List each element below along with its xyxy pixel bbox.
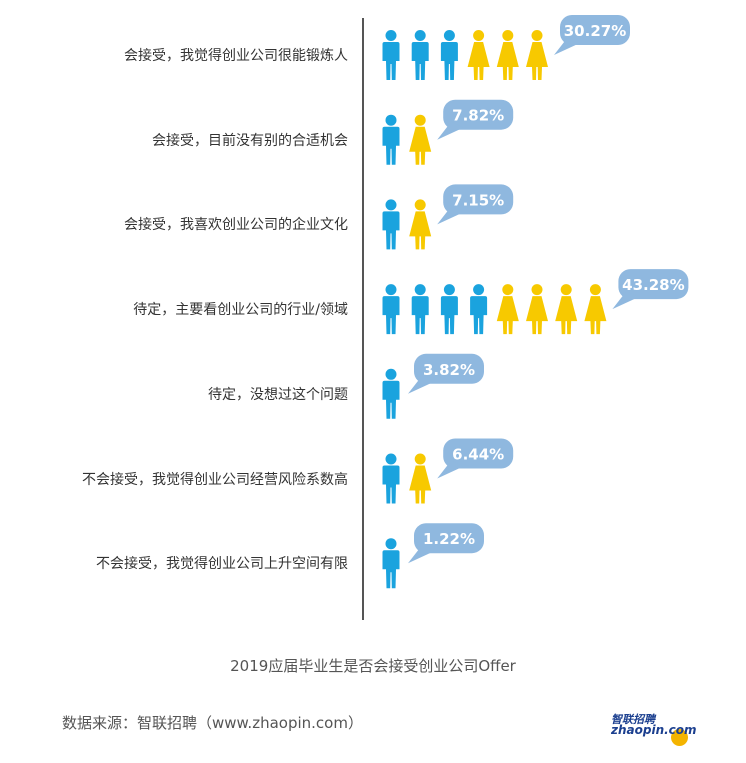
- value-bubble: 7.15%: [437, 184, 514, 225]
- value-bubble: 30.27%: [554, 15, 630, 55]
- male-person-icon: [382, 538, 400, 589]
- female-person-icon: [496, 284, 519, 335]
- value-label: 7.82%: [452, 107, 504, 125]
- value-label: 7.15%: [452, 191, 504, 209]
- value-bubble: 6.44%: [437, 438, 514, 479]
- bubble-body: [414, 353, 484, 384]
- male-person-icon: [382, 30, 400, 80]
- value-label: 3.82%: [423, 361, 475, 379]
- bubble-body: [414, 523, 484, 554]
- male-person-icon: [411, 30, 429, 80]
- pictograph-chart: 30.27% 7.82% 7.15% 43.28% 3.82% 6.44% 1.22%: [362, 15, 689, 620]
- male-person-icon: [382, 368, 400, 419]
- male-person-icon: [470, 284, 488, 335]
- female-person-icon: [409, 114, 432, 165]
- value-bubble: 7.82%: [437, 99, 514, 140]
- category-label: 会接受，目前没有别的合适机会: [152, 132, 348, 149]
- logo-brand: 智联招聘: [611, 713, 655, 726]
- category-label: 不会接受，我觉得创业公司上升空间有限: [96, 556, 348, 573]
- source-note: 数据来源：智联招聘（www.zhaopin.com）: [62, 714, 363, 732]
- bubble-body: [618, 269, 689, 300]
- chart-caption: 2019应届毕业生是否会接受创业公司Offer: [230, 657, 516, 675]
- female-person-icon: [496, 30, 519, 80]
- male-person-icon: [382, 284, 400, 335]
- category-label: 会接受，我喜欢创业公司的企业文化: [124, 217, 348, 234]
- male-person-icon: [440, 30, 458, 80]
- bubble-tail: [408, 545, 434, 564]
- bubble-tail: [437, 121, 464, 140]
- female-person-icon: [584, 284, 607, 335]
- bubble-body: [560, 15, 630, 45]
- category-label: 会接受，我觉得创业公司很能锻炼人: [124, 48, 348, 64]
- value-label: 43.28%: [622, 276, 684, 294]
- bubble-body: [443, 99, 514, 130]
- female-person-icon: [526, 284, 548, 335]
- bubble-tail: [612, 291, 639, 310]
- male-person-icon: [382, 199, 400, 250]
- value-label: 30.27%: [564, 22, 626, 40]
- male-person-icon: [382, 453, 400, 504]
- bubble-tail: [408, 375, 434, 394]
- bubble-body: [443, 184, 514, 215]
- value-bubble: 1.22%: [408, 523, 484, 564]
- bubble-tail: [554, 37, 580, 55]
- male-person-icon: [382, 114, 400, 165]
- value-bubble: 3.82%: [408, 353, 484, 394]
- female-person-icon: [409, 199, 432, 250]
- value-bubble: 43.28%: [612, 269, 689, 310]
- bubble-tail: [437, 460, 464, 479]
- female-person-icon: [409, 453, 432, 504]
- female-person-icon: [555, 284, 578, 335]
- zhaopin-logo: 智联招聘 zhaopin.com: [611, 711, 703, 746]
- category-label: 待定，没想过这个问题: [208, 386, 348, 403]
- female-person-icon: [526, 30, 548, 80]
- logo-dot-icon: [671, 729, 688, 746]
- male-person-icon: [411, 284, 429, 335]
- value-label: 1.22%: [423, 530, 475, 548]
- category-label: 待定，主要看创业公司的行业/领域: [133, 302, 348, 319]
- value-label: 6.44%: [452, 446, 504, 464]
- male-person-icon: [440, 284, 458, 335]
- category-label: 不会接受，我觉得创业公司经营风险系数高: [82, 471, 348, 488]
- logo-domain: zhaopin.com: [611, 723, 697, 737]
- bubble-tail: [437, 206, 464, 225]
- bubble-body: [443, 438, 514, 469]
- female-person-icon: [467, 30, 490, 80]
